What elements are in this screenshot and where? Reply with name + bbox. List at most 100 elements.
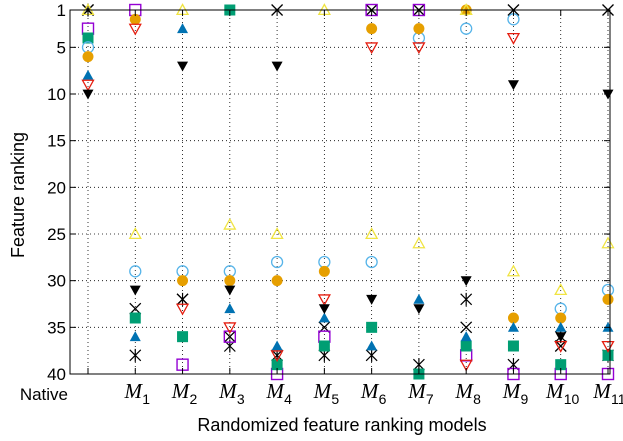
triangle-down-open-point	[317, 294, 331, 307]
triangle-down-filled-point	[318, 304, 330, 315]
x-tick-label-letter: M	[454, 379, 474, 403]
triangle-down-filled-point	[602, 89, 614, 100]
x-tick-label: M 10	[545, 379, 580, 407]
star-point	[365, 348, 378, 362]
star-point	[129, 348, 142, 362]
x-tick-label-letter: M	[124, 379, 144, 403]
x-tick-label-sub: 6	[379, 391, 387, 407]
circle-open-point	[365, 255, 378, 269]
circle-filled-point	[555, 312, 567, 324]
x-tick-label-letter: M	[218, 379, 238, 403]
triangle-up-open-point	[270, 227, 284, 240]
plot-frame	[69, 9, 611, 375]
x-tick-label-sub: 8	[473, 391, 481, 407]
y-tick-label: 40	[47, 365, 66, 384]
triangle-down-filled-point	[366, 294, 378, 305]
triangle-down-open-point	[175, 303, 190, 316]
x-point	[129, 302, 142, 315]
circle-open-point	[129, 265, 142, 278]
square-filled-point	[602, 349, 614, 361]
triangle-down-filled-point	[129, 285, 141, 296]
circle-filled-point	[602, 293, 614, 305]
circle-filled-point	[177, 275, 189, 287]
triangle-up-filled-point	[555, 321, 567, 332]
triangle-up-filled-point	[602, 321, 614, 332]
x-axis-title: Randomized feature ranking models	[197, 415, 486, 435]
x-tick-label-sub: 9	[520, 391, 528, 407]
y-tick-label: 35	[47, 318, 66, 337]
plot-background	[70, 10, 610, 374]
x-point	[223, 330, 236, 343]
square-open-point	[223, 330, 237, 343]
x-tick-label-sub: 1	[142, 391, 150, 407]
square-filled-point	[318, 340, 330, 352]
triangle-down-open-point	[412, 42, 426, 55]
triangle-down-open-point	[601, 340, 615, 353]
x-tick-label: Native	[20, 385, 68, 404]
square-filled-point	[177, 331, 189, 343]
x-tick-label-sub: 11	[611, 391, 623, 407]
circle-filled-point	[82, 51, 94, 63]
y-tick-label: 20	[47, 178, 66, 197]
circle-filled-point	[271, 275, 283, 287]
y-tick-label: 10	[47, 85, 66, 104]
triangle-up-filled-point	[507, 321, 519, 332]
y-tick-label: 25	[47, 225, 66, 244]
triangle-down-filled-point	[460, 276, 472, 287]
y-axis-title: Feature ranking	[8, 132, 28, 258]
x-tick-label-letter: Native	[20, 385, 68, 404]
x-tick-label-sub: 10	[564, 391, 580, 407]
square-filled-point	[366, 321, 378, 333]
triangle-down-filled-point	[507, 80, 519, 91]
circle-filled-point	[224, 275, 236, 287]
triangle-down-open-point	[506, 32, 521, 45]
triangle-up-filled-point	[366, 340, 378, 351]
square-filled-point	[460, 340, 472, 352]
triangle-up-filled-point	[318, 312, 330, 323]
triangle-up-open-point	[223, 217, 237, 230]
triangle-up-open-point	[601, 236, 615, 249]
x-tick-label: M 11	[592, 379, 623, 407]
triangle-down-open-point	[128, 23, 142, 36]
triangle-down-open-point	[223, 322, 237, 335]
triangle-up-filled-point	[271, 340, 283, 351]
x-tick-label-letter: M	[407, 379, 427, 403]
x-tick-label-letter: M	[502, 379, 522, 403]
circle-open-point	[460, 22, 473, 35]
square-filled-point	[271, 359, 283, 371]
x-tick-label-sub: 5	[331, 391, 339, 407]
triangle-down-open-point	[81, 79, 95, 92]
triangle-up-open-point	[506, 264, 521, 277]
triangle-up-open-point	[554, 283, 568, 296]
triangle-up-filled-point	[82, 69, 94, 80]
triangle-down-filled-point	[555, 332, 567, 343]
triangle-up-open-point	[412, 236, 426, 249]
square-filled-point	[129, 312, 141, 324]
circle-open-point	[270, 255, 284, 269]
square-filled-point	[507, 340, 519, 352]
triangle-down-open-point	[365, 42, 379, 55]
y-tick-label: 5	[57, 38, 66, 57]
triangle-up-filled-point	[129, 331, 141, 342]
triangle-down-filled-point	[177, 61, 189, 72]
y-tick-label: 1	[57, 1, 66, 20]
triangle-down-filled-point	[82, 89, 94, 100]
x-tick-label-letter: M	[592, 379, 612, 403]
triangle-up-open-point	[128, 227, 142, 240]
x-tick-label-sub: 7	[426, 391, 434, 407]
x-tick-label-letter: M	[265, 379, 285, 403]
x-tick-label-sub: 4	[284, 391, 292, 407]
circle-filled-point	[129, 13, 141, 25]
star-point	[460, 292, 473, 306]
x-tick-label-letter: M	[360, 379, 380, 403]
square-filled-point	[555, 359, 567, 371]
x-tick-label-sub: 3	[237, 391, 245, 407]
triangle-up-filled-point	[224, 303, 236, 314]
